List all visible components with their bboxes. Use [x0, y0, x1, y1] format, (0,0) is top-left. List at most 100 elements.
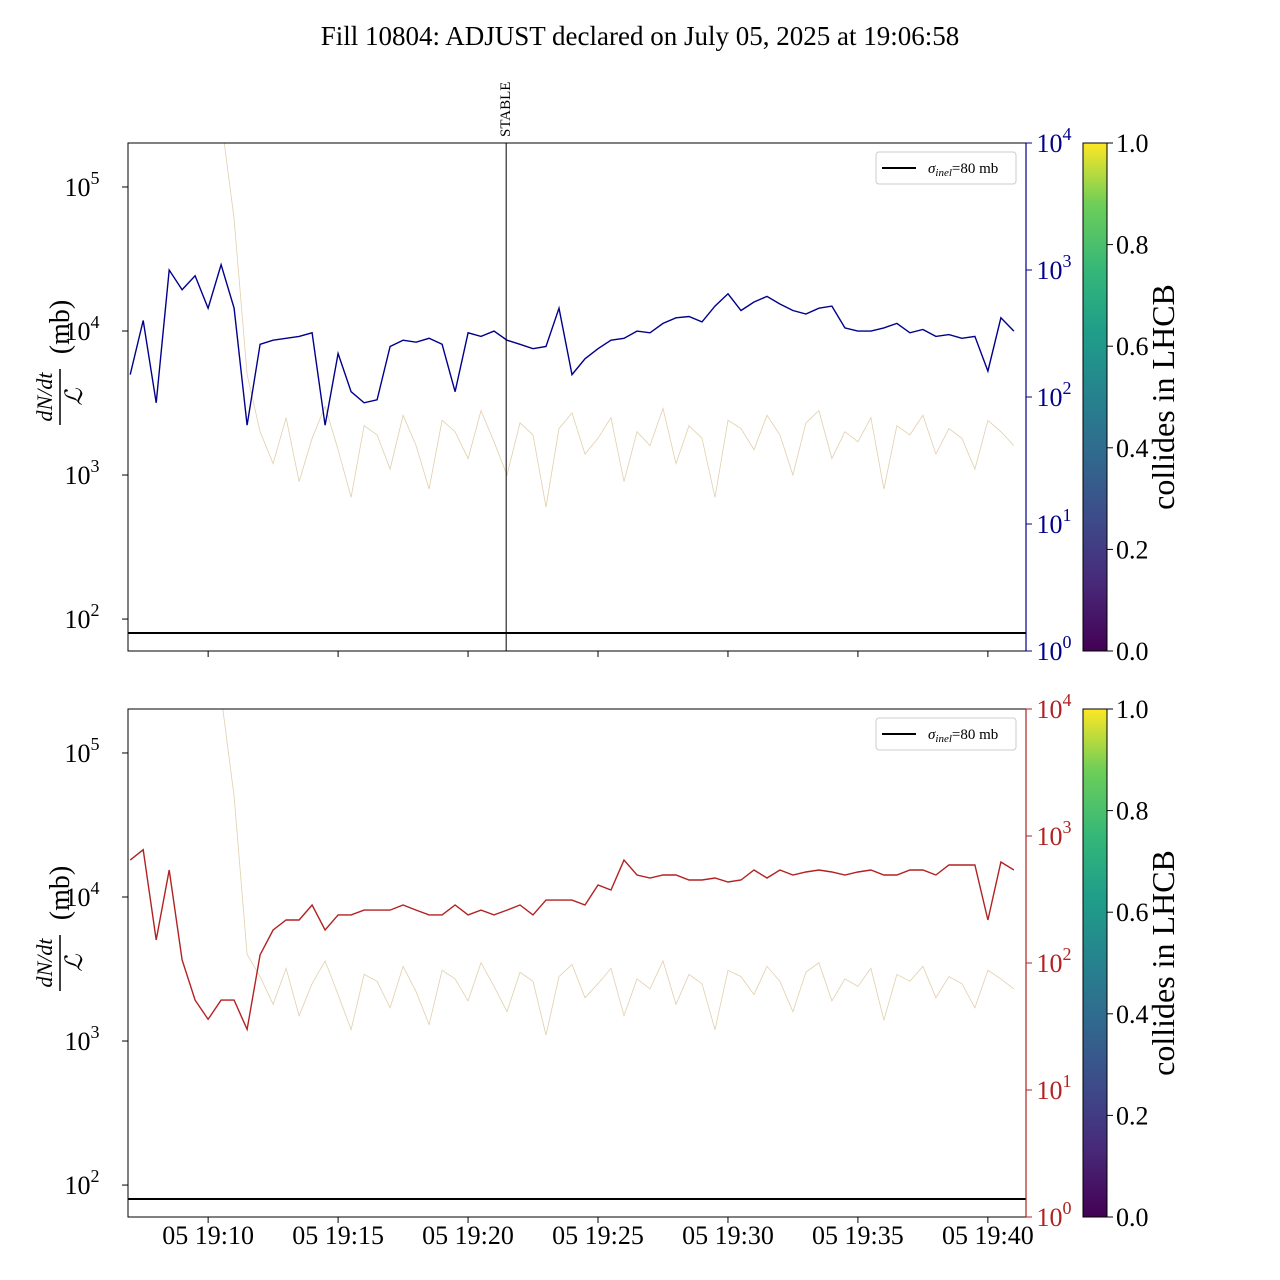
tick-power: 4 — [1063, 124, 1072, 144]
colorbar-tick-label: 0.6 — [1116, 898, 1149, 927]
tick-base: 10 — [1037, 822, 1063, 851]
tick-power: 5 — [91, 168, 100, 188]
tick-base: 10 — [1037, 510, 1063, 539]
tick-base: 10 — [1037, 637, 1063, 666]
colorbar-tick-label: 1.0 — [1116, 695, 1149, 724]
y-tick-label: 103 — [65, 1022, 100, 1056]
y-label-unit: (mb) — [45, 866, 76, 920]
legend-subscript: inel — [935, 733, 952, 745]
legend: σinel=80 mb — [875, 151, 1017, 185]
colorbar-tick-label: 1.0 — [1116, 129, 1149, 158]
y2-tick-label: 104 — [1037, 690, 1072, 724]
tick-power: 1 — [1063, 1071, 1072, 1091]
tick-power: 2 — [91, 1166, 100, 1186]
tick-base: 10 — [65, 1171, 91, 1200]
x-tick-label: 05 19:15 — [292, 1221, 384, 1250]
tick-base: 10 — [1037, 695, 1063, 724]
colorbar-label: collides in LHCB — [1145, 850, 1181, 1076]
x-tick-label: 05 19:20 — [422, 1221, 514, 1250]
series-line — [129, 262, 1015, 426]
y-label-denominator: ℒ — [62, 388, 88, 406]
x-tick-label: 05 19:30 — [682, 1221, 774, 1250]
tick-base: 10 — [1037, 1203, 1063, 1232]
plot-area — [128, 143, 1026, 635]
legend-box — [875, 151, 1017, 185]
tick-base: 10 — [65, 883, 91, 912]
tick-power: 2 — [91, 600, 100, 620]
tick-base: 10 — [65, 1027, 91, 1056]
plot-area — [128, 709, 1026, 1201]
colorbar-tick-label: 0.6 — [1116, 332, 1149, 361]
legend-text: =80 mb — [952, 727, 998, 743]
colorbar-tick-label: 0.8 — [1116, 797, 1149, 826]
series-line — [129, 848, 1015, 1032]
legend-label: σinel=80 mb — [928, 727, 998, 745]
background-line — [222, 709, 1015, 1036]
x-tick-label: 05 19:35 — [812, 1221, 904, 1250]
legend-text: =80 mb — [952, 161, 998, 177]
legend-symbol: σ — [928, 161, 936, 177]
y-label-numerator: dN/dt — [32, 938, 57, 988]
y-label: dN/dt ℒ (mb) — [32, 866, 88, 991]
tick-power: 1 — [1063, 505, 1072, 525]
y-tick-label: 105 — [65, 168, 100, 202]
tick-base: 10 — [1037, 383, 1063, 412]
tick-power: 4 — [1063, 690, 1072, 710]
y2-tick-label: 104 — [1037, 124, 1072, 158]
legend-symbol: σ — [928, 727, 936, 743]
x-tick-label: 05 19:10 — [162, 1221, 254, 1250]
tick-base: 10 — [65, 461, 91, 490]
y-label-unit: (mb) — [45, 300, 76, 354]
tick-base: 10 — [65, 605, 91, 634]
colorbar-tick-label: 0.4 — [1116, 1000, 1149, 1029]
tick-base: 10 — [1037, 129, 1063, 158]
y-tick-label: 102 — [65, 1166, 100, 1200]
y2-tick-label: 103 — [1037, 251, 1072, 285]
colorbar-tick-label: 0.2 — [1116, 1101, 1149, 1130]
tick-power: 3 — [1063, 817, 1072, 837]
tick-base: 10 — [1037, 256, 1063, 285]
axes-frame — [127, 708, 1027, 1218]
colorbar-tick-label: 0.2 — [1116, 535, 1149, 564]
y-tick-label: 102 — [65, 600, 100, 634]
y-tick-label: 103 — [65, 456, 100, 490]
legend-box — [875, 717, 1017, 751]
tick-power: 4 — [91, 878, 100, 898]
colorbar-tick-label: 0.4 — [1116, 434, 1149, 463]
colorbar — [1082, 708, 1108, 1218]
y-label-denominator: ℒ — [62, 954, 88, 972]
tick-base: 10 — [1037, 949, 1063, 978]
y-tick-label: 104 — [65, 312, 100, 346]
tick-base: 10 — [65, 317, 91, 346]
colorbar-label: collides in LHCB — [1145, 284, 1181, 510]
tick-power: 0 — [1063, 1198, 1072, 1218]
legend-subscript: inel — [935, 167, 952, 179]
tick-power: 3 — [1063, 251, 1072, 271]
tick-power: 2 — [1063, 378, 1072, 398]
tick-power: 0 — [1063, 632, 1072, 652]
colorbar-tick-label: 0.0 — [1116, 1203, 1149, 1232]
figure-title: Fill 10804: ADJUST declared on July 05, … — [321, 21, 959, 51]
tick-power: 4 — [91, 312, 100, 332]
y2-tick-label: 100 — [1037, 1198, 1072, 1232]
tick-power: 3 — [91, 1022, 100, 1042]
tick-base: 10 — [65, 739, 91, 768]
legend-label: σinel=80 mb — [928, 161, 998, 179]
y2-tick-label: 101 — [1037, 505, 1072, 539]
colorbar — [1082, 142, 1108, 652]
annotation-label: STABLE — [498, 82, 514, 137]
y2-tick-label: 100 — [1037, 632, 1072, 666]
axes: 05 19:10 05 19:15 05 19:20 05 19:25 05 19:30… — [32, 690, 1181, 1250]
y2-tick-label: 102 — [1037, 944, 1072, 978]
tick-base: 10 — [65, 173, 91, 202]
y2-tick-label: 103 — [1037, 817, 1072, 851]
y-tick-label: 104 — [65, 878, 100, 912]
background-line — [223, 143, 1015, 508]
colorbar-tick-label: 0.8 — [1116, 231, 1149, 260]
x-tick-label: 05 19:25 — [552, 1221, 644, 1250]
tick-power: 2 — [1063, 944, 1072, 964]
axes-frame — [127, 142, 1027, 652]
y2-tick-label: 102 — [1037, 378, 1072, 412]
